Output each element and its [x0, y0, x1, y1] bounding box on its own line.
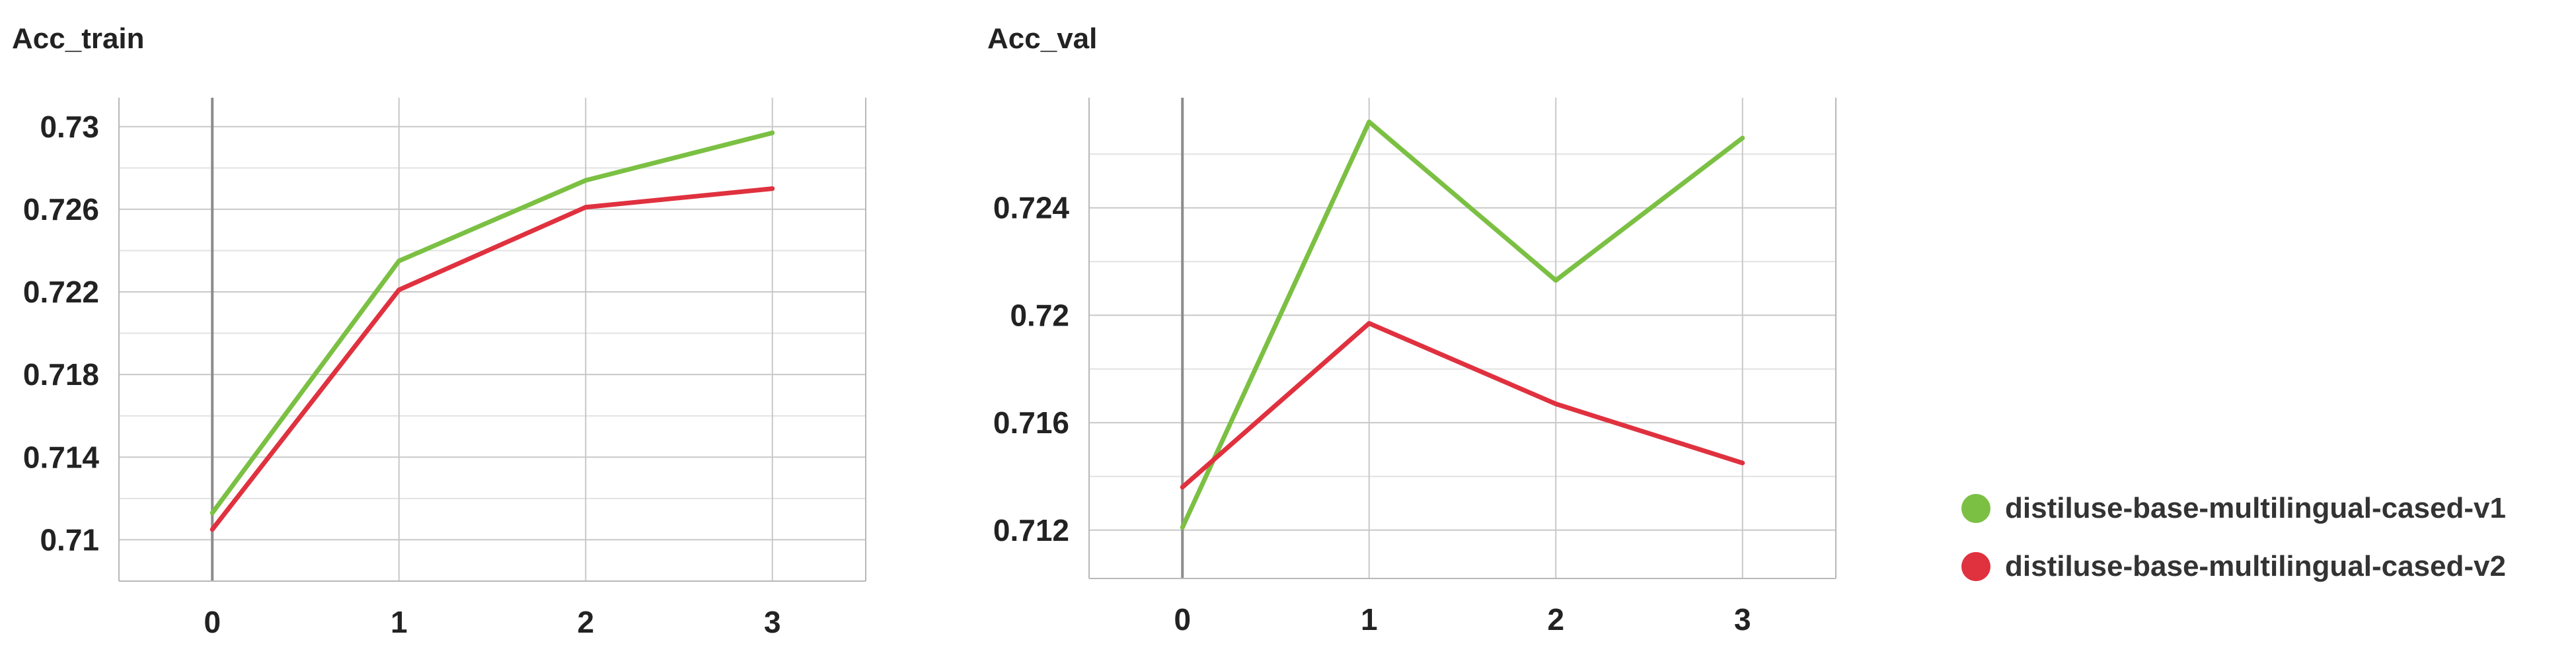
legend-dot-v2-icon [1961, 552, 1990, 581]
series-line-v2 [1180, 321, 1743, 489]
data-point-v1 [397, 258, 402, 263]
y-tick-label: 0.716 [993, 405, 1069, 440]
y-tick-label: 0.724 [993, 191, 1070, 225]
data-point-v2 [1553, 401, 1558, 407]
data-point-v1 [209, 510, 215, 516]
y-tick-label: 0.71 [40, 522, 99, 557]
y-tick-label: 0.722 [23, 275, 99, 309]
x-tick-label: 3 [764, 605, 781, 639]
data-point-v1 [1180, 525, 1185, 530]
legend: distiluse-base-multilingual-cased-v1 dis… [1961, 479, 2506, 596]
x-tick-label: 2 [1547, 602, 1564, 637]
data-point-v2 [397, 287, 402, 293]
x-tick-label: 0 [1174, 602, 1191, 637]
acc-train-chart: 0.71 0.714 0.718 0.722 0.726 0.73 0 1 2 3 [23, 98, 866, 639]
data-point-v1 [1740, 135, 1745, 141]
data-point-v1 [770, 130, 775, 135]
chart-title-acc-train: Acc_train [12, 22, 145, 55]
data-point-v2 [1180, 485, 1185, 490]
y-tick-label: 0.72 [1010, 298, 1069, 332]
y-tick-label: 0.726 [23, 192, 99, 227]
x-tick-label: 3 [1734, 602, 1751, 637]
legend-item-v2[interactable]: distiluse-base-multilingual-cased-v2 [1961, 538, 2506, 596]
data-point-v1 [583, 178, 588, 183]
x-tick-label: 2 [577, 605, 594, 639]
legend-dot-v1-icon [1961, 494, 1990, 523]
series-line-v1 [1180, 120, 1744, 529]
series-line-v1 [210, 130, 773, 514]
data-point-v2 [770, 186, 775, 192]
y-tick-label: 0.718 [23, 357, 99, 392]
x-tick-label: 1 [1361, 602, 1378, 637]
data-point-v2 [583, 205, 588, 210]
x-tick-label: 0 [204, 605, 221, 639]
acc-val-chart: 0.712 0.716 0.72 0.724 0 1 2 3 [993, 98, 1837, 637]
data-point-v2 [209, 527, 215, 532]
y-tick-label: 0.712 [993, 513, 1069, 547]
legend-label-v1: distiluse-base-multilingual-cased-v1 [2005, 492, 2506, 524]
data-point-v2 [1367, 321, 1372, 326]
data-point-v1 [1367, 120, 1372, 125]
y-tick-label: 0.73 [40, 110, 99, 144]
data-point-v1 [1553, 278, 1558, 283]
legend-item-v1[interactable]: distiluse-base-multilingual-cased-v1 [1961, 479, 2506, 538]
data-point-v2 [1740, 460, 1745, 466]
x-tick-label: 1 [391, 605, 408, 639]
y-tick-label: 0.714 [23, 440, 100, 474]
legend-label-v2: distiluse-base-multilingual-cased-v2 [2005, 550, 2506, 582]
series-line-v2 [210, 186, 773, 531]
chart-title-acc-val: Acc_val [987, 22, 1098, 55]
